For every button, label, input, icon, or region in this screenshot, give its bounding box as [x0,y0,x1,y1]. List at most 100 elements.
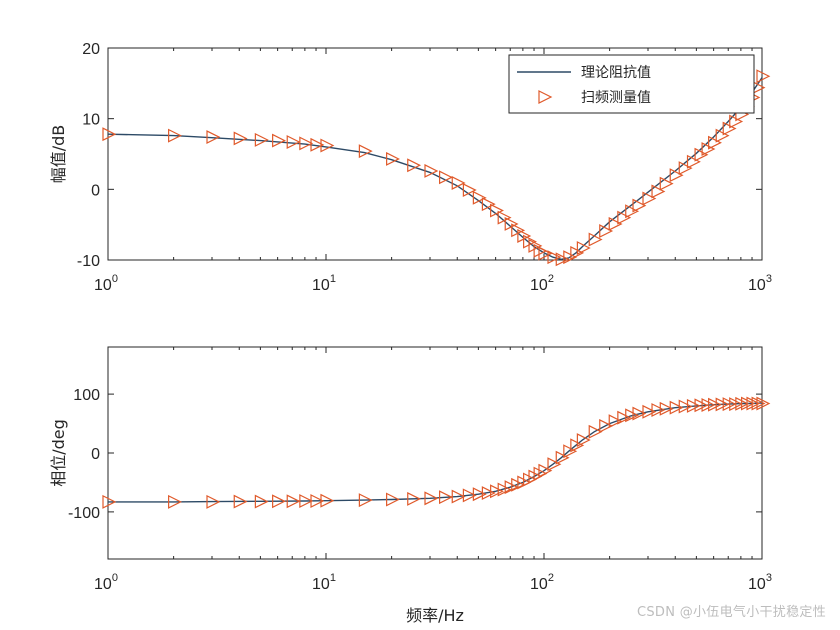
measured-marker [576,433,591,448]
y-tick-label: 10 [82,112,100,129]
measured-marker [206,494,221,509]
measured-marker [481,486,496,501]
measured-marker [233,494,248,509]
legend-entry-label: 扫频测量值 [581,90,651,106]
measured-marker [102,127,117,142]
y-tick-label: 20 [82,41,100,58]
measured-marker [168,128,182,143]
measured-marker [659,176,674,191]
measured-marker [678,399,693,414]
measured-marker [642,404,657,419]
measured-marker [625,204,640,219]
measured-marker [608,216,623,231]
measured-marker [310,494,325,508]
measured-marker [576,241,591,255]
measured-marker [272,133,286,148]
measured-marker [490,484,504,499]
measured-marker [299,494,314,508]
measured-marker [632,198,647,213]
measured-marker [386,492,400,507]
measured-marker [102,494,117,509]
measured-marker [708,397,722,412]
measured-marker [756,69,771,84]
measured-marker [746,396,761,411]
x-tick-label: 100 [94,572,118,593]
measured-marker [669,168,684,183]
measured-marker [642,191,657,206]
measured-marker [481,197,496,212]
measured-marker [599,418,614,433]
measured-marker [386,151,400,166]
x-tick-label: 102 [530,572,554,593]
measured-marker [563,444,578,459]
measured-marker [608,414,623,429]
measured-marker [320,493,335,508]
measured-marker [599,224,614,238]
measured-marker [547,250,562,265]
measured-marker [497,482,512,497]
x-tick-label: 100 [94,273,118,294]
measured-marker [497,210,512,225]
measured-marker [286,494,301,509]
measured-marker [694,398,709,413]
measured-marker [358,144,373,159]
measured-marker [588,232,603,247]
measured-marker [233,131,248,146]
measured-marker [651,184,666,199]
measured-marker [254,132,269,147]
measured-marker [751,396,766,411]
subplot-2: 100 101 102 103 -100 0 100 相位/deg 频率/Hz [49,346,772,625]
measured-marker [756,396,771,411]
measured-marker [206,130,221,145]
measured-marker [286,135,301,149]
measured-marker [254,494,269,509]
y-tick-label: 0 [91,446,100,463]
measured-marker [358,493,373,508]
measured-marker [563,250,578,265]
measured-marker [651,403,666,417]
x-tick-label: 101 [312,273,336,294]
measured-marker [617,210,632,225]
y-tick-label: 0 [91,182,100,199]
measured-marker [632,406,647,421]
y-tick-label: -10 [77,253,100,270]
measured-marker [407,491,422,506]
y-tick-label: 100 [73,387,100,404]
measured-marker [547,457,562,472]
measured-marker [538,246,553,261]
x-tick-label: 102 [530,273,554,294]
legend-marker-swatch [538,90,553,104]
legend-entry-label: 理论阻抗值 [581,65,651,81]
measured-marker [617,410,632,425]
axes-box [107,346,763,560]
x-axis-label: 频率/Hz [406,606,464,625]
measured-marker [686,398,701,413]
measured-marker [451,176,466,190]
measured-marker [715,128,730,143]
measured-marker [625,408,640,423]
measured-marker [320,138,335,153]
measured-marker [490,203,504,218]
measured-marker [555,252,570,267]
measured-marker [472,487,487,502]
measured-marker [715,397,730,412]
measured-marker [272,494,286,509]
y-tick-label: -100 [68,505,100,522]
watermark: CSDN @小伍电气小干扰稳定性 [637,605,826,620]
measured-marker [424,163,439,178]
measured-marker [555,450,570,465]
measured-marker [708,135,722,150]
measured-marker [538,463,553,478]
measured-marker [451,489,466,504]
y-axis-label: 幅值/dB [49,125,68,184]
measured-marker [686,154,701,169]
measured-marker [528,238,543,253]
measured-marker [678,161,693,176]
measured-marker [462,488,477,503]
measured-marker [472,190,487,205]
measured-marker [588,424,603,439]
x-tick-label: 103 [748,273,772,294]
